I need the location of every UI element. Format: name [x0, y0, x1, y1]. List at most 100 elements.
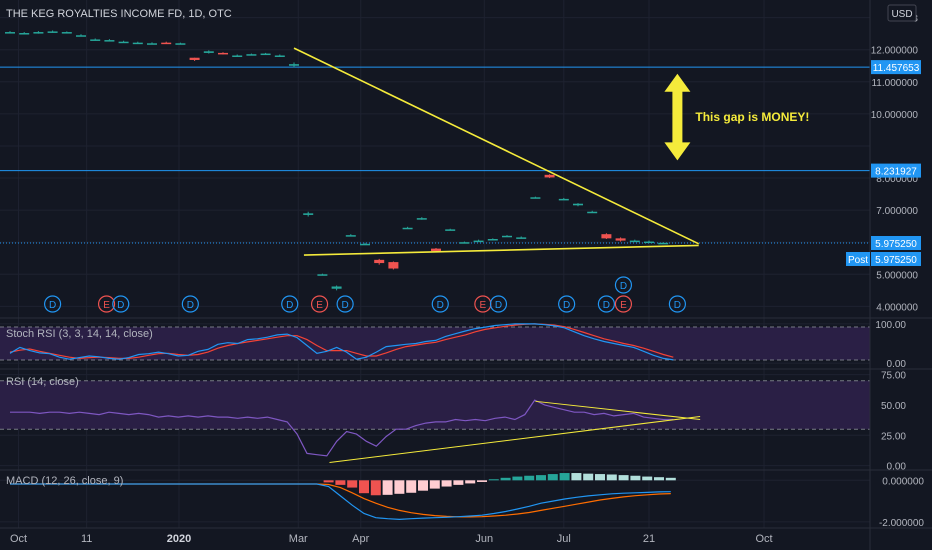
candle[interactable] [189, 57, 200, 61]
macd-histogram-bar [477, 480, 487, 482]
candle[interactable] [90, 38, 101, 41]
candle[interactable] [530, 196, 541, 199]
dividend-marker[interactable]: D [614, 276, 633, 294]
candle[interactable] [544, 174, 555, 179]
candle[interactable] [558, 197, 569, 201]
candle-body [317, 274, 328, 276]
candle[interactable] [658, 242, 669, 245]
marker-letter: D [495, 300, 502, 311]
macd-histogram-bar [571, 473, 582, 481]
candle[interactable] [345, 234, 356, 237]
marker-letter: E [480, 300, 487, 311]
candle-body [402, 227, 413, 230]
marker-letter: E [620, 300, 627, 311]
candle[interactable] [147, 42, 157, 45]
macd-line[interactable] [10, 483, 671, 521]
macd-panel[interactable] [10, 473, 676, 521]
price-badge [871, 236, 921, 251]
candle-body [544, 174, 555, 178]
candle[interactable] [203, 50, 214, 54]
trendline[interactable] [303, 244, 699, 256]
rsi-trendline[interactable] [329, 415, 701, 464]
candle[interactable] [317, 273, 328, 276]
candle-body [573, 203, 583, 206]
candle[interactable] [104, 39, 115, 42]
rsi-line[interactable] [10, 399, 674, 457]
candle[interactable] [502, 235, 512, 238]
candle[interactable] [644, 240, 654, 244]
candle[interactable] [402, 226, 413, 230]
candle-body [445, 229, 456, 231]
macd-histogram-bar [595, 474, 605, 481]
candle[interactable] [161, 41, 172, 45]
earnings-marker[interactable]: E [310, 295, 329, 313]
candle[interactable] [587, 210, 598, 214]
dividend-earnings-markers[interactable]: D E D D D E D D E D D D EDD [43, 276, 687, 313]
rsi-axis-tick: 50.00 [881, 401, 906, 412]
price-trendlines[interactable] [293, 47, 700, 256]
candle[interactable] [218, 52, 228, 55]
candle[interactable] [416, 217, 427, 220]
candle[interactable] [445, 228, 456, 231]
dividend-marker[interactable]: D [431, 295, 449, 313]
candle[interactable] [388, 261, 399, 270]
candle[interactable] [33, 31, 44, 34]
candle[interactable] [487, 238, 498, 241]
candle[interactable] [360, 242, 370, 246]
candle[interactable] [175, 42, 186, 45]
trendline[interactable] [293, 47, 700, 245]
gap-annotation[interactable]: This gap is MONEY! [664, 73, 809, 161]
rsi-band [0, 380, 870, 430]
candle[interactable] [601, 233, 612, 239]
candle[interactable] [629, 239, 640, 243]
dividend-marker[interactable]: D [181, 295, 199, 313]
candle-body [260, 53, 271, 56]
candle[interactable] [516, 236, 527, 239]
candle[interactable] [5, 31, 15, 34]
candle[interactable] [47, 30, 58, 33]
candle[interactable] [19, 32, 30, 35]
marker-circle [614, 276, 633, 294]
dividend-marker[interactable]: D [281, 295, 299, 313]
candle[interactable] [260, 52, 271, 56]
dividend-marker[interactable]: D [558, 295, 576, 313]
candle[interactable] [61, 31, 72, 34]
candle[interactable] [132, 41, 143, 45]
candle-body [530, 197, 541, 199]
marker-letter: D [620, 281, 627, 292]
candle-body [90, 39, 101, 41]
dividend-marker[interactable]: D [336, 295, 354, 313]
candle[interactable] [289, 62, 299, 68]
dividend-marker[interactable]: D [597, 295, 616, 313]
candle-body [203, 51, 214, 53]
rsi-trendline[interactable] [535, 400, 701, 420]
earnings-marker[interactable]: E [614, 295, 633, 313]
candle[interactable] [331, 285, 342, 291]
earnings-marker[interactable]: E [97, 295, 116, 313]
rsi-panel[interactable] [10, 399, 701, 464]
candle[interactable] [246, 53, 257, 56]
candle[interactable] [76, 34, 86, 37]
dividend-marker[interactable]: D [489, 295, 508, 313]
candle[interactable] [473, 239, 484, 243]
candle[interactable] [459, 241, 470, 244]
dividend-marker[interactable]: D [668, 295, 687, 313]
candle[interactable] [615, 237, 626, 242]
currency-button[interactable]: USD [887, 4, 917, 22]
stoch-axis-tick: 0.00 [887, 359, 907, 370]
candle[interactable] [303, 211, 314, 217]
candle[interactable] [573, 203, 583, 207]
stoch-k-line[interactable] [9, 323, 674, 361]
dividend-marker[interactable]: D [43, 295, 62, 313]
price-candles[interactable] [5, 30, 669, 291]
candle-body [76, 35, 86, 37]
candle[interactable] [374, 258, 385, 265]
stoch-rsi-panel[interactable] [9, 323, 674, 361]
dividend-marker[interactable]: D [112, 295, 130, 313]
candle[interactable] [274, 54, 285, 57]
marker-letter: E [103, 300, 110, 311]
candle[interactable] [118, 40, 129, 44]
candle[interactable] [232, 54, 243, 57]
macd-axis-tick: -2.000000 [879, 518, 924, 529]
